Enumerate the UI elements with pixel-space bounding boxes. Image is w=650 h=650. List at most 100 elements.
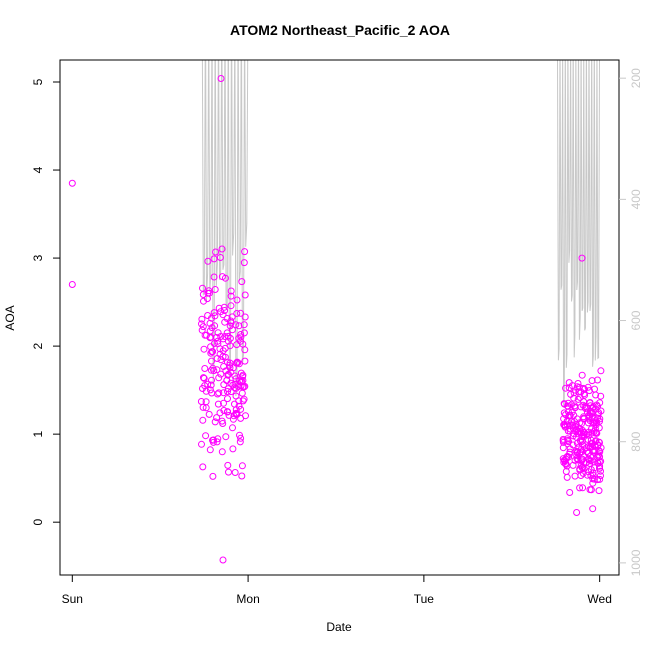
data-point [202,432,210,440]
y2-tick-label: 600 [629,310,643,330]
data-point [596,475,604,483]
data-point [597,467,604,475]
data-point [222,433,230,441]
data-point [579,484,587,492]
data-point [586,486,594,494]
data-point [216,254,224,261]
data-point [210,255,218,263]
data-point [234,359,242,367]
data-point [564,440,572,448]
data-point [241,291,249,299]
data-point [563,473,571,481]
data-point [559,444,567,452]
data-point [200,374,208,382]
data-point [206,446,214,454]
data-point [218,448,226,456]
data-point [68,179,76,187]
plot-frame [59,59,620,576]
data-point [198,440,205,448]
data-point [237,331,245,338]
data-point [207,349,215,357]
data-point [229,424,236,432]
data-point [210,436,217,444]
data-point [241,357,249,365]
data-point [226,322,234,330]
data-point [572,421,580,429]
data-point [213,355,221,362]
data-point [199,416,207,424]
data-point [224,395,231,403]
data-point [219,556,227,564]
x-tick-label: Sun [62,592,83,606]
profile-lines [201,59,600,407]
data-point [237,434,245,442]
data-point [217,370,225,378]
data-point [582,459,590,466]
data-point [597,392,605,400]
data-point [575,383,583,391]
x-tick-label: Mon [236,592,259,606]
data-point [589,505,597,513]
data-point [227,302,235,310]
data-point [217,75,225,82]
data-point [561,457,569,465]
data-point [198,326,206,334]
data-point [594,376,601,384]
y2-tick-label: 800 [629,431,643,451]
data-point [593,453,601,461]
data-point [589,448,597,456]
data-point [236,377,243,385]
data-point [596,415,604,423]
data-point [232,406,240,414]
data-point [562,460,570,468]
data-point [207,381,215,389]
data-point [204,257,212,265]
data-point [198,315,206,323]
data-point [208,376,215,384]
data-point [584,435,592,443]
data-point [211,322,219,330]
data-point [205,410,213,418]
data-point [241,248,249,256]
data-point [236,431,243,439]
data-point [229,445,237,453]
data-point [209,472,217,480]
data-point [199,323,207,331]
data-point [595,487,603,495]
data-point [199,284,206,292]
data-point [587,436,595,444]
data-point [596,462,604,470]
data-point [208,348,216,356]
data-point [200,297,207,305]
y2-tick-label: 400 [629,189,643,209]
data-point [201,382,209,390]
data-point [576,484,584,492]
data-point [224,332,232,340]
data-point [239,397,247,405]
x-axis-label: Date [326,620,352,634]
data-point [199,463,207,471]
data-point [235,360,243,368]
data-point [213,366,221,374]
data-point [233,310,241,317]
data-point [219,353,227,361]
data-point [565,450,573,458]
data-point [573,509,581,516]
data-point [590,475,598,483]
data-point [588,429,596,437]
data-point [209,438,217,446]
data-point [209,364,217,372]
data-point [223,315,231,322]
data-point [566,427,574,435]
data-point [561,423,569,431]
data-point [577,403,585,411]
data-point [591,447,599,455]
data-point [233,358,241,366]
data-point [588,409,596,417]
data-point [201,365,209,372]
data-point [237,369,245,377]
data-point [212,248,220,256]
x-tick-label: Wed [587,592,611,606]
data-point [578,433,586,440]
y-tick-label: 3 [31,254,45,261]
